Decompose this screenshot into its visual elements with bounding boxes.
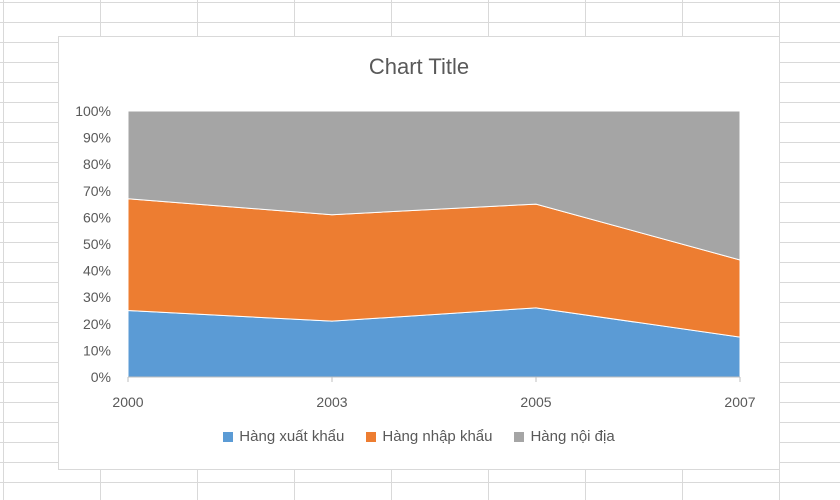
chart-title[interactable]: Chart Title — [368, 54, 470, 79]
y-tick-label: 90% — [83, 130, 111, 146]
legend-item-2[interactable]: Hàng nhập khẩu — [366, 428, 492, 445]
y-tick-label: 0% — [91, 369, 111, 385]
legend-swatch — [366, 431, 377, 442]
legend-label: Hàng nội địa — [530, 428, 615, 445]
y-tick-label: 40% — [83, 263, 111, 279]
x-tick-label: 2000 — [112, 394, 143, 410]
legend-label: Hàng nhập khẩu — [382, 428, 493, 445]
x-tick-label: 2003 — [316, 394, 347, 410]
x-tick-label: 2005 — [520, 394, 551, 410]
y-tick-label: 20% — [83, 316, 111, 332]
y-tick-label: 70% — [83, 183, 111, 199]
y-tick-label: 100% — [75, 103, 111, 119]
chart-legend[interactable]: Hàng xuất khẩu Hàng nhập khẩu Hàng nội địa — [58, 428, 780, 445]
y-tick-label: 80% — [83, 156, 111, 172]
y-tick-label: 50% — [83, 236, 111, 252]
area-series-3[interactable] — [127, 110, 741, 261]
legend-label: Hàng xuất khẩu — [239, 428, 345, 445]
x-tick-label: 2007 — [724, 394, 755, 410]
legend-swatch — [514, 431, 525, 442]
legend-swatch — [223, 431, 234, 442]
legend-item-3[interactable]: Hàng nội địa — [514, 428, 615, 445]
y-tick-label: 10% — [83, 342, 111, 358]
y-tick-label: 30% — [83, 289, 111, 305]
y-tick-label: 60% — [83, 209, 111, 225]
legend-item-1[interactable]: Hàng xuất khẩu — [223, 428, 344, 445]
